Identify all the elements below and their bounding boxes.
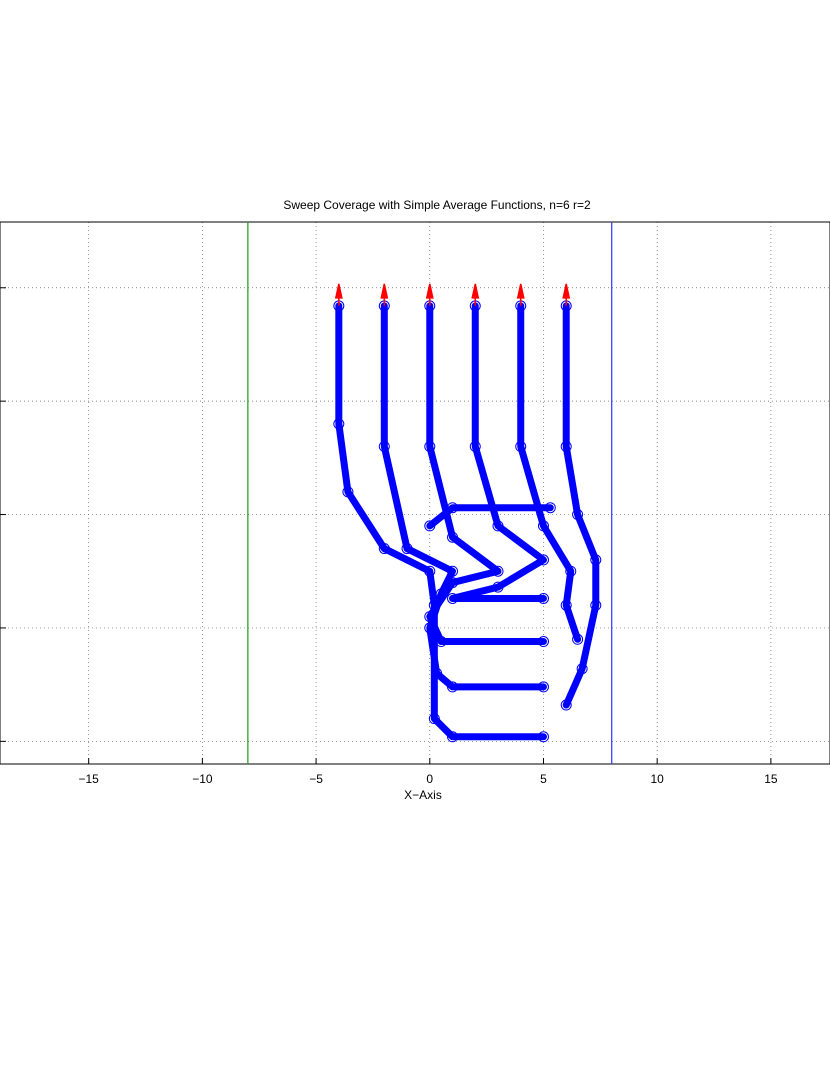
position-marker <box>560 441 572 453</box>
x-tick-label: −5 <box>309 772 323 786</box>
position-marker <box>447 577 459 589</box>
position-marker <box>576 663 588 675</box>
position-marker <box>544 502 556 514</box>
heading-arrow <box>425 283 434 306</box>
position-marker <box>537 681 549 693</box>
position-marker <box>447 531 459 543</box>
position-marker <box>537 592 549 604</box>
trajectory <box>449 302 547 602</box>
position-marker <box>537 554 549 566</box>
position-marker <box>447 592 459 604</box>
position-marker <box>537 636 549 648</box>
heading-arrow <box>471 283 480 306</box>
position-marker <box>590 599 602 611</box>
axes-box <box>0 221 830 765</box>
position-marker <box>447 565 459 577</box>
position-marker <box>469 441 481 453</box>
position-marker <box>424 611 436 623</box>
chart-title: Sweep Coverage with Simple Average Funct… <box>283 198 591 212</box>
position-marker <box>424 565 436 577</box>
position-marker <box>378 543 390 555</box>
position-marker <box>401 543 413 555</box>
x-axis-label: X−Axis <box>404 788 442 802</box>
position-marker <box>515 441 527 453</box>
position-marker <box>572 633 584 645</box>
trajectory <box>562 302 600 709</box>
position-marker <box>378 441 390 453</box>
position-marker <box>424 520 436 532</box>
heading-arrow <box>562 283 571 306</box>
position-marker <box>565 565 577 577</box>
position-marker <box>492 565 504 577</box>
position-marker <box>537 520 549 532</box>
position-marker <box>333 418 345 430</box>
position-marker <box>560 599 572 611</box>
position-marker <box>424 441 436 453</box>
heading-arrow <box>380 283 389 306</box>
position-marker <box>590 554 602 566</box>
position-marker <box>342 486 354 498</box>
position-marker <box>447 731 459 743</box>
position-marker <box>560 699 572 711</box>
position-marker <box>492 520 504 532</box>
x-tick-label: 10 <box>650 772 664 786</box>
heading-arrow <box>334 283 343 306</box>
trajectory <box>517 302 582 643</box>
heading-arrow <box>516 283 525 306</box>
x-tick-label: 0 <box>426 772 433 786</box>
position-marker <box>447 502 459 514</box>
x-tick-label: 5 <box>540 772 547 786</box>
position-marker <box>492 581 504 593</box>
position-marker <box>537 731 549 743</box>
x-tick-label: 15 <box>764 772 778 786</box>
trajectory <box>335 302 547 741</box>
x-tick-label: −10 <box>192 772 213 786</box>
position-marker <box>572 509 584 521</box>
position-marker <box>428 713 440 725</box>
position-marker <box>435 636 447 648</box>
position-marker <box>431 667 443 679</box>
trajectory <box>426 504 554 530</box>
x-tick-label: −15 <box>79 772 100 786</box>
position-marker <box>447 681 459 693</box>
